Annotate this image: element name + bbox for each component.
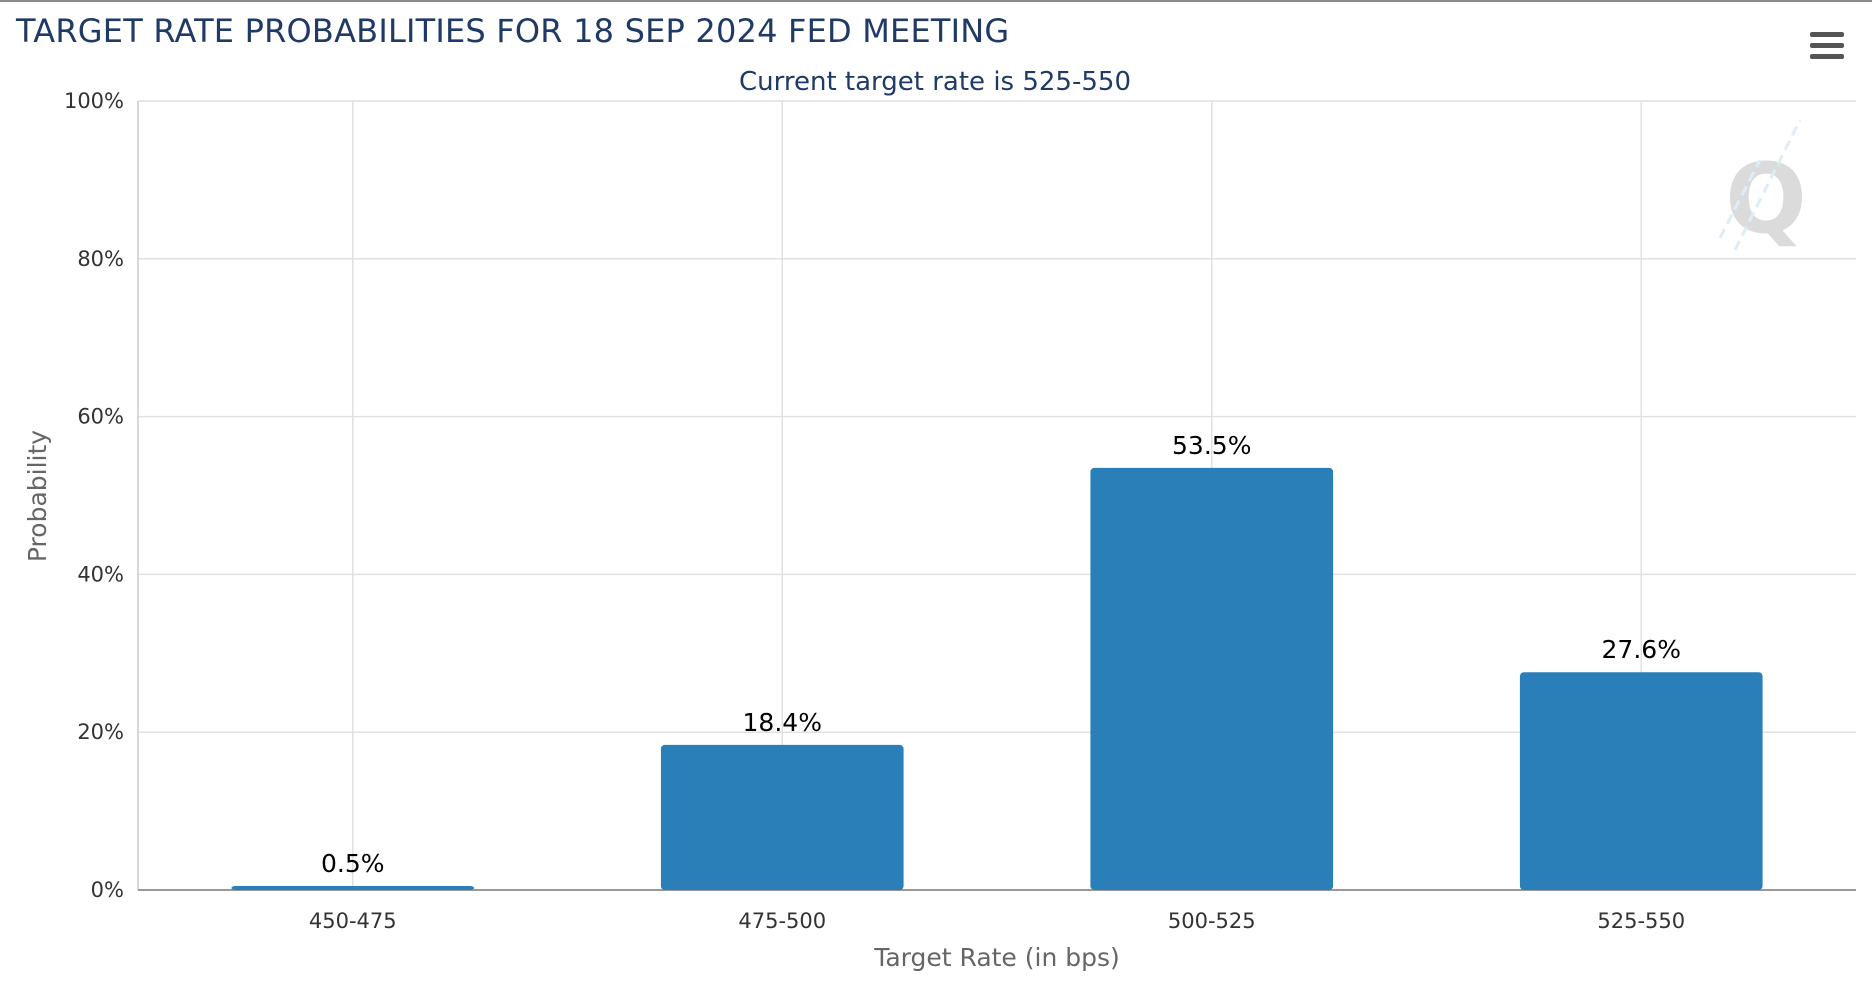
data-labels: 0.5% 18.4% 53.5% 27.6% [321, 431, 1681, 878]
data-label-475-500: 18.4% [743, 708, 822, 737]
data-label-450-475: 0.5% [321, 849, 385, 878]
x-tick-label: 475-500 [738, 909, 826, 933]
hamburger-menu-icon[interactable] [1808, 32, 1846, 66]
x-tick-label: 500-525 [1168, 909, 1256, 933]
chart-subtitle: Current target rate is 525-550 [739, 67, 1131, 97]
y-axis-ticks: 0% 20% 40% 60% 80% 100% [64, 89, 124, 902]
x-axis-title: Target Rate (in bps) [873, 943, 1120, 972]
data-label-525-550: 27.6% [1602, 635, 1681, 664]
x-tick-label: 525-550 [1597, 909, 1685, 933]
y-tick-label: 80% [77, 247, 124, 271]
svg-text:Q: Q [1725, 143, 1807, 255]
x-tick-label: 450-475 [309, 909, 397, 933]
bar-525-550[interactable] [1519, 672, 1763, 890]
y-tick-label: 60% [77, 405, 124, 429]
q-logo-icon: Q [1718, 119, 1807, 255]
y-tick-label: 40% [77, 562, 124, 586]
bar-450-475[interactable] [231, 886, 475, 890]
x-axis-ticks: 450-475 475-500 500-525 525-550 [309, 909, 1685, 933]
y-tick-label: 20% [77, 720, 124, 744]
y-axis-title: Probability [23, 430, 52, 562]
bar-500-525[interactable] [1090, 467, 1334, 890]
y-tick-label: 100% [64, 89, 124, 113]
page-title: TARGET RATE PROBABILITIES FOR 18 SEP 202… [16, 12, 1010, 50]
bars [231, 467, 1763, 890]
bar-475-500[interactable] [660, 744, 904, 890]
top-border [0, 0, 1872, 2]
data-label-500-525: 53.5% [1172, 431, 1251, 460]
y-tick-label: 0% [91, 878, 124, 902]
